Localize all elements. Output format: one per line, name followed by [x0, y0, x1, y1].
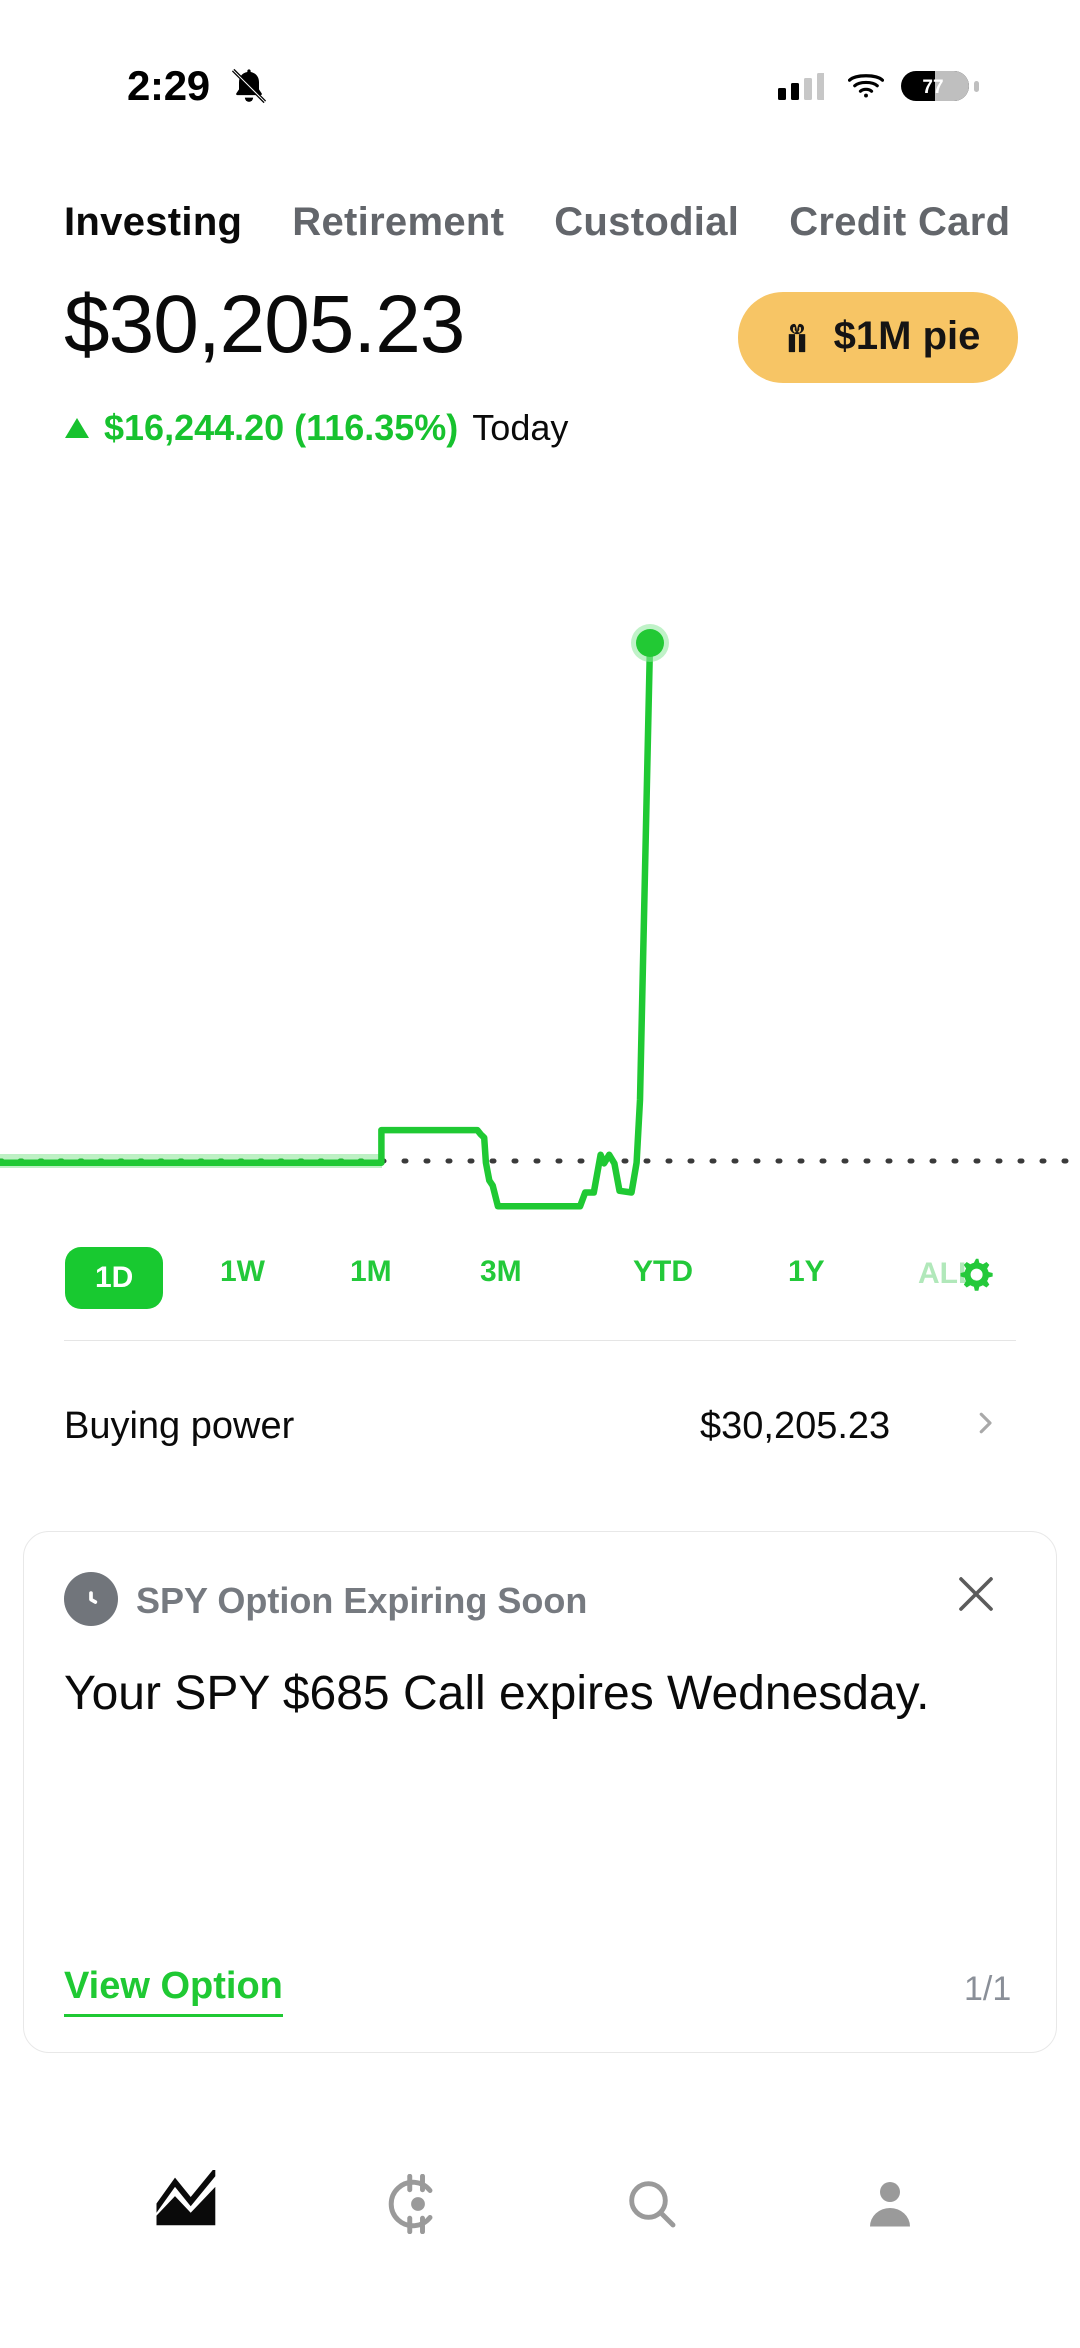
- svg-text:77: 77: [922, 77, 943, 98]
